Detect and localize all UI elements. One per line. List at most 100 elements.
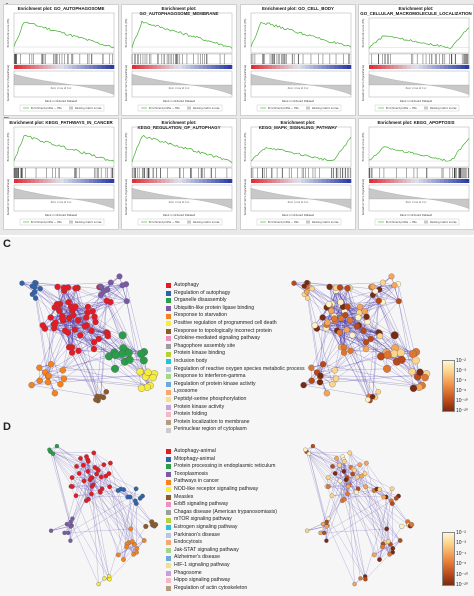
legend-item: Phagosome bbox=[166, 570, 277, 578]
network-node bbox=[390, 331, 399, 340]
legend-item: Chagas disease (American trypanosomiasis… bbox=[166, 509, 277, 517]
gsea-plot: Enrichment plot: GO_AUTOPHAGOSOME Zero cr… bbox=[3, 4, 119, 116]
network-node bbox=[78, 456, 83, 461]
network-node bbox=[143, 523, 149, 529]
legend-swatch bbox=[166, 366, 171, 372]
network-d-pvalues bbox=[303, 443, 415, 587]
legend-label: Regulation of protein kinase activity bbox=[174, 380, 256, 387]
network-node bbox=[57, 381, 64, 388]
network-node bbox=[72, 303, 79, 310]
network-node bbox=[118, 331, 127, 340]
legend-es: Enrichment profile — Hits bbox=[149, 221, 180, 224]
network-node bbox=[121, 557, 126, 562]
network-node bbox=[308, 364, 315, 371]
network-node bbox=[149, 373, 157, 382]
legend-swatch bbox=[166, 449, 171, 455]
network-node bbox=[395, 298, 402, 305]
network-node bbox=[89, 491, 94, 497]
network-node bbox=[91, 313, 98, 320]
network-node bbox=[125, 355, 134, 364]
network-node bbox=[319, 314, 326, 321]
network-node bbox=[54, 443, 60, 449]
network-node bbox=[363, 313, 370, 320]
gsea-plot: Enrichment plot: KEGG_REGULATION_OF_AUTO… bbox=[121, 118, 237, 230]
gsea-plot-title: Enrichment plot: GO_CELL_BODY bbox=[262, 6, 334, 11]
rank-axis-label: Rank in Ordered Dataset bbox=[163, 99, 195, 103]
network-node bbox=[383, 364, 391, 373]
legend-label: Cytokine-mediated signaling pathway bbox=[174, 335, 260, 342]
network-node bbox=[337, 299, 344, 306]
legend-label: Response to interferon-gamma bbox=[174, 373, 246, 380]
network-node bbox=[87, 477, 93, 483]
legend-swatch bbox=[166, 344, 171, 350]
es-axis-label: Enrichment score (ES) bbox=[6, 19, 10, 48]
network-node bbox=[347, 450, 353, 456]
network-node bbox=[381, 494, 387, 500]
network-node bbox=[377, 487, 383, 492]
legend-swatch bbox=[166, 525, 171, 531]
network-c-pvalues bbox=[291, 273, 431, 404]
network-node bbox=[362, 345, 370, 353]
legend-label: Protein localization to membrane bbox=[174, 418, 250, 425]
panel-label-c: C bbox=[3, 238, 11, 250]
network-node bbox=[350, 471, 355, 477]
network-node bbox=[334, 456, 339, 461]
network-node bbox=[98, 489, 103, 495]
zero-cross-label: Zero cross at 1xx bbox=[51, 87, 72, 90]
network-node bbox=[375, 297, 382, 304]
network-node bbox=[76, 471, 82, 476]
network-node bbox=[371, 552, 377, 558]
network-node bbox=[56, 307, 63, 315]
legend-item: Protein folding bbox=[166, 411, 305, 419]
legend-label: Estrogen signaling pathway bbox=[174, 523, 238, 530]
legend-item: Lysosome bbox=[166, 388, 305, 396]
network-d-legend: Autophagy-animal Mitophagy-animal Protein … bbox=[166, 448, 277, 592]
legend-item: Parkinson's disease bbox=[166, 532, 277, 540]
legend-rank: Ranking metric scores bbox=[75, 221, 102, 224]
network-node bbox=[29, 283, 35, 289]
network-node bbox=[47, 314, 54, 321]
network-node bbox=[397, 355, 406, 364]
network-node bbox=[347, 347, 354, 354]
network-node bbox=[115, 552, 121, 558]
network-node bbox=[408, 368, 416, 376]
network-node bbox=[300, 381, 307, 389]
legend-swatch bbox=[166, 328, 171, 334]
network-node bbox=[345, 484, 351, 489]
network-node bbox=[64, 284, 72, 291]
legend-label: NOD-like receptor signaling pathway bbox=[174, 485, 259, 492]
legend-item: Regulation of protein kinase activity bbox=[166, 381, 305, 389]
network-node bbox=[103, 389, 110, 395]
legend-label: Positive regulation of programmed cell d… bbox=[174, 319, 277, 326]
colorbar-label: 10⁻⁶ bbox=[456, 388, 467, 394]
network-node bbox=[97, 283, 104, 290]
network-node bbox=[308, 377, 315, 384]
legend-label: Regulation of reactive oxygen species me… bbox=[174, 365, 305, 372]
network-node bbox=[101, 462, 107, 468]
legend-label: Inclusion body bbox=[174, 357, 208, 364]
network-node bbox=[69, 475, 75, 480]
es-axis-label: Enrichment score (ES) bbox=[243, 19, 247, 48]
network-node bbox=[51, 390, 59, 397]
network-node bbox=[357, 462, 363, 468]
legend-item: ErbB signaling pathway bbox=[166, 501, 277, 509]
network-node bbox=[111, 351, 120, 360]
zero-cross-label: Zero cross at 1xx bbox=[51, 201, 72, 204]
metric-axis-label: Ranked list metric (Signal2Noise) bbox=[362, 179, 365, 215]
metric-axis-label: Ranked list metric (Signal2Noise) bbox=[244, 65, 247, 101]
legend-swatch bbox=[166, 555, 171, 561]
network-node bbox=[346, 317, 354, 324]
network-node bbox=[144, 368, 152, 376]
network-node bbox=[337, 478, 343, 484]
network-node bbox=[332, 375, 340, 382]
network-node bbox=[303, 447, 308, 452]
network-node bbox=[390, 546, 396, 551]
legend-rank: Ranking metric scores bbox=[193, 221, 220, 224]
colorbar bbox=[442, 360, 455, 412]
network-node bbox=[364, 460, 369, 466]
legend-item: Response to starvation bbox=[166, 312, 305, 320]
legend-label: Peptidyl-serine phosphorylation bbox=[174, 395, 247, 402]
legend-es: Enrichment profile — Hits bbox=[268, 107, 299, 110]
legend-item: Response to interferon-gamma bbox=[166, 373, 305, 381]
network-node bbox=[340, 344, 348, 351]
